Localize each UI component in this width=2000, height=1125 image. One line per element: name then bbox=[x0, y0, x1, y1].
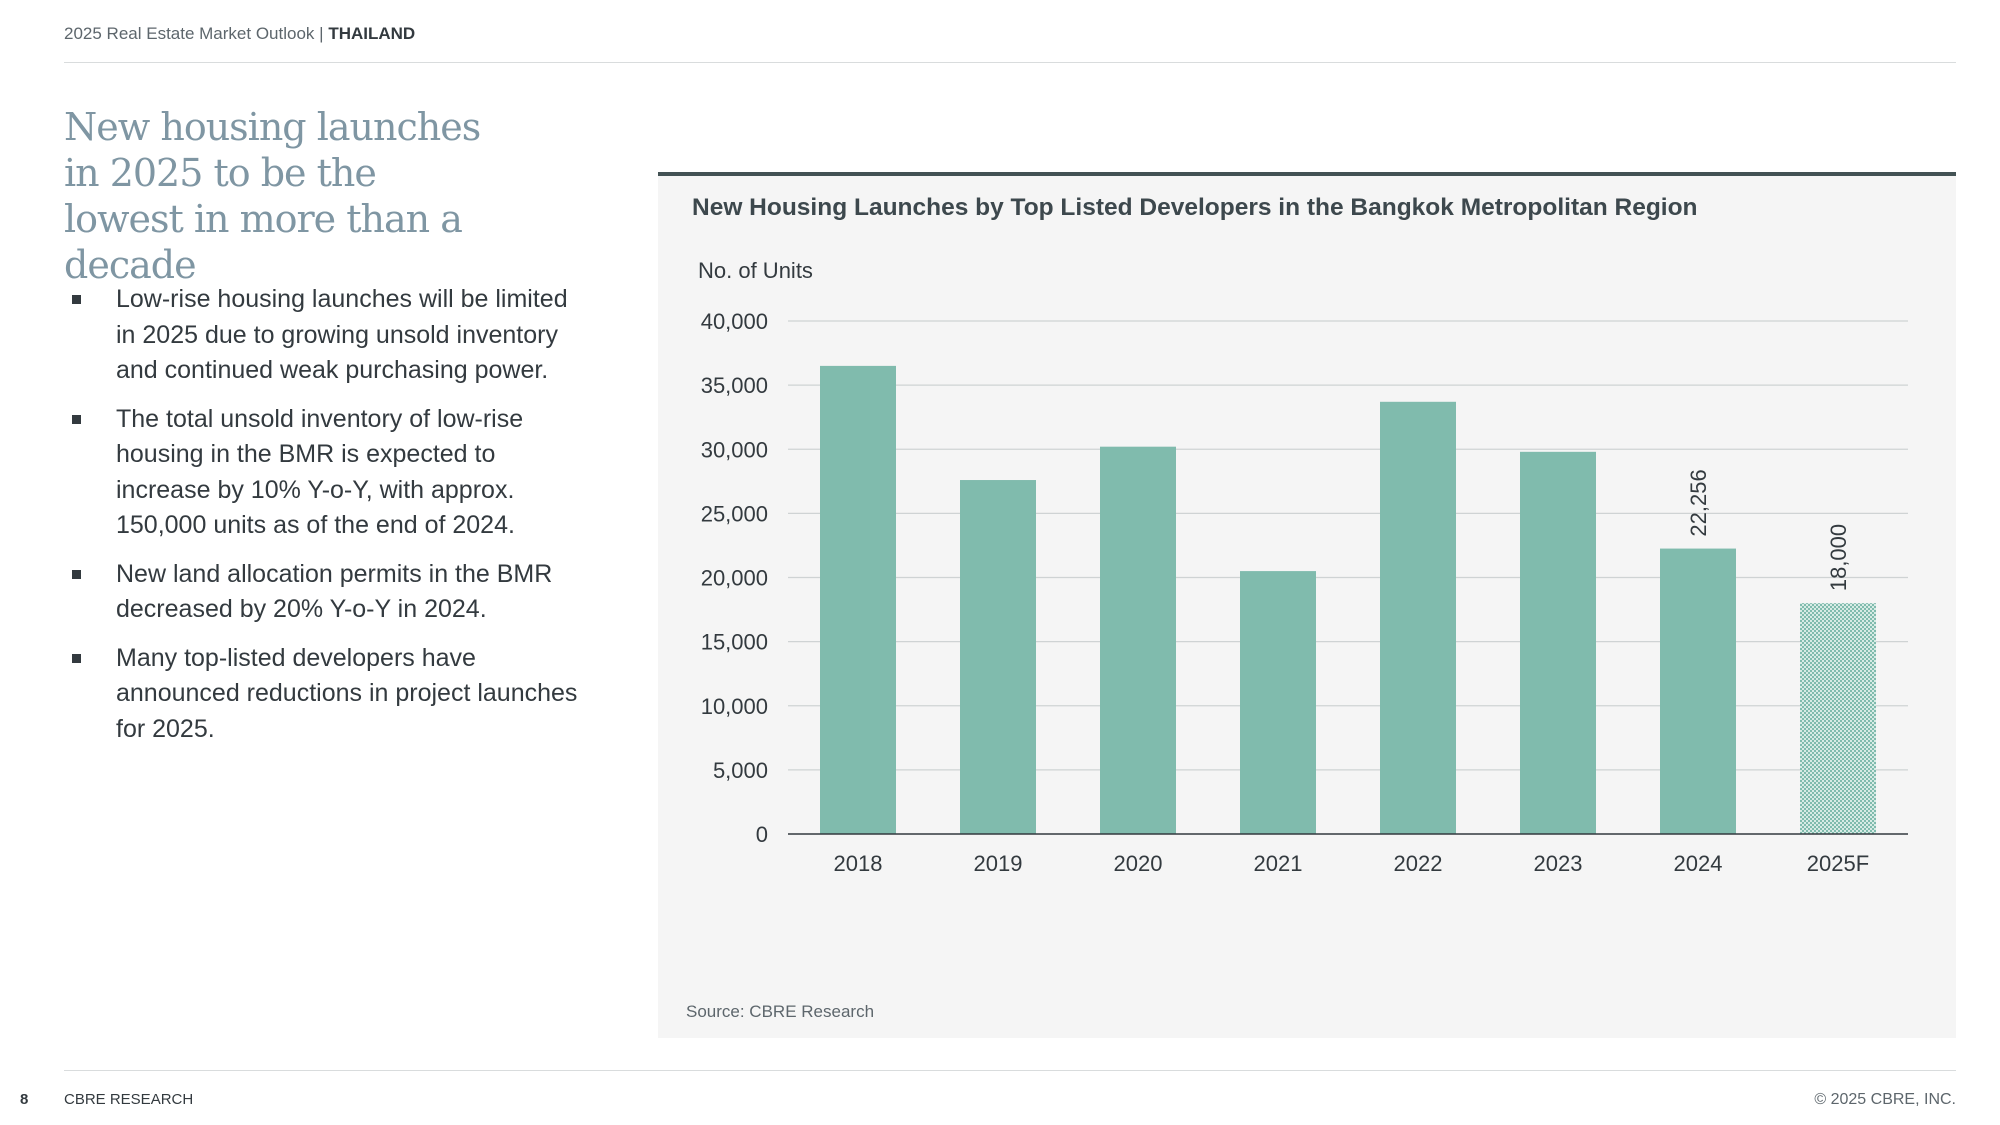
x-tick-label: 2025F bbox=[1807, 851, 1869, 876]
page-headline: New housing launches in 2025 to be the l… bbox=[64, 105, 481, 287]
bullet-text: New land allocation permits in the BMR d… bbox=[116, 559, 553, 624]
y-tick-label: 20,000 bbox=[701, 566, 768, 591]
bullet-square-icon bbox=[72, 653, 81, 663]
y-tick-label: 35,000 bbox=[701, 373, 768, 398]
x-tick-label: 2018 bbox=[834, 851, 883, 876]
x-tick-label: 2024 bbox=[1674, 851, 1723, 876]
bullet-text: Many top-listed developers have announce… bbox=[116, 643, 578, 743]
bar bbox=[820, 365, 896, 834]
bullet-item: Low-rise housing launches will be limite… bbox=[64, 282, 584, 389]
bullet-square-icon bbox=[72, 295, 81, 304]
y-axis-label: No. of Units bbox=[698, 258, 813, 283]
x-tick-label: 2019 bbox=[974, 851, 1023, 876]
bullet-item: The total unsold inventory of low-rise h… bbox=[64, 402, 584, 544]
bar bbox=[1380, 401, 1456, 834]
bullet-square-icon bbox=[72, 569, 81, 579]
bar bbox=[1520, 451, 1596, 834]
report-header: 2025 Real Estate Market Outlook | THAILA… bbox=[64, 24, 415, 44]
chart-panel: No. of Units 0 5,000 10,000 15,000 20,000 25,0… bbox=[658, 172, 1956, 1038]
x-tick-label: 2023 bbox=[1534, 851, 1583, 876]
header-country: THAILAND bbox=[328, 24, 416, 43]
y-tick-label: 30,000 bbox=[701, 437, 768, 462]
bullet-item: Many top-listed developers have announce… bbox=[64, 641, 584, 748]
bar bbox=[960, 480, 1036, 834]
y-tick-label: 5,000 bbox=[713, 758, 768, 783]
bullet-text: The total unsold inventory of low-rise h… bbox=[116, 404, 524, 540]
chart-title: New Housing Launches by Top Listed Devel… bbox=[692, 194, 1698, 221]
footer-copyright: © 2025 CBRE, INC. bbox=[1814, 1091, 1956, 1108]
y-tick-label: 0 bbox=[756, 822, 768, 847]
bar-forecast bbox=[1800, 603, 1876, 834]
page-number: 8 bbox=[20, 1091, 29, 1108]
bar-chart: No. of Units 0 5,000 10,000 15,000 20,000 25,0… bbox=[698, 258, 1908, 876]
footer-brand: CBRE RESEARCH bbox=[64, 1091, 194, 1108]
x-tick-label: 2020 bbox=[1114, 851, 1163, 876]
chart-source: Source: CBRE Research bbox=[686, 1002, 875, 1021]
x-tick-label: 2021 bbox=[1254, 851, 1303, 876]
bar bbox=[1660, 548, 1736, 834]
y-tick-label: 15,000 bbox=[701, 630, 768, 655]
y-tick-label: 40,000 bbox=[701, 309, 768, 334]
footer-divider bbox=[64, 1070, 1956, 1071]
x-tick-label: 2022 bbox=[1394, 851, 1443, 876]
bullet-text: Low-rise housing launches will be limite… bbox=[116, 285, 568, 384]
header-divider bbox=[64, 62, 1956, 63]
y-tick-label: 10,000 bbox=[701, 694, 768, 719]
bullet-list: Low-rise housing launches will be limite… bbox=[64, 282, 584, 760]
data-label: 18,000 bbox=[1826, 524, 1851, 591]
bullet-item: New land allocation permits in the BMR d… bbox=[64, 557, 584, 628]
report-title: 2025 Real Estate Market Outlook bbox=[64, 24, 315, 43]
bar bbox=[1240, 571, 1316, 834]
header-separator: | bbox=[319, 24, 324, 43]
bar bbox=[1100, 446, 1176, 834]
data-label: 22,256 bbox=[1686, 469, 1711, 536]
bullet-square-icon bbox=[72, 414, 81, 424]
y-tick-label: 25,000 bbox=[701, 501, 768, 526]
